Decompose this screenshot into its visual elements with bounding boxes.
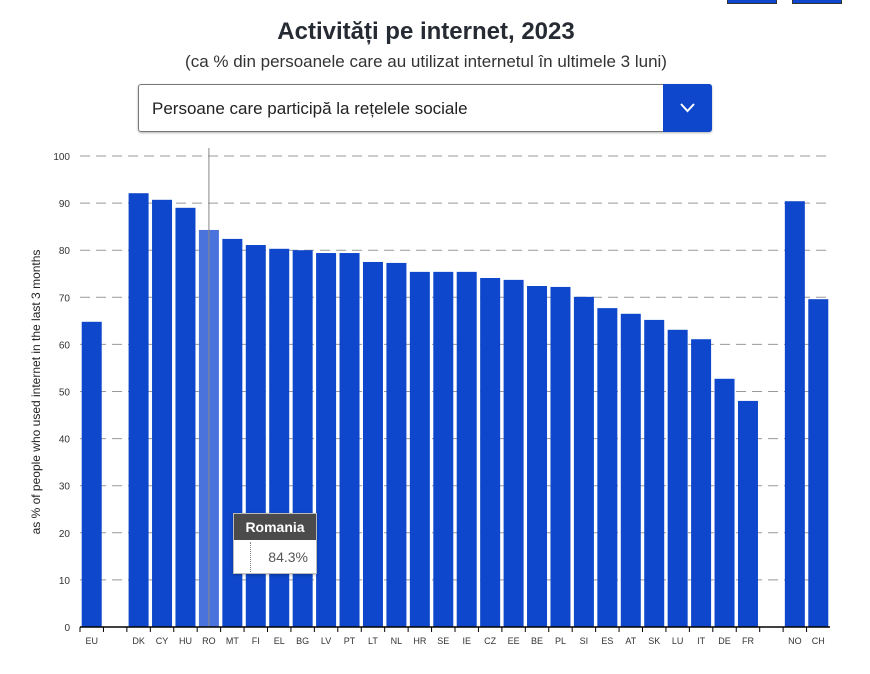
bar-CZ[interactable] (480, 277, 501, 627)
x-tick-label: FR (742, 636, 754, 646)
bar-BE[interactable] (527, 285, 548, 627)
x-tick-label: BE (531, 636, 543, 646)
bar-SK[interactable] (644, 319, 665, 627)
tooltip: Romania 84.3% (233, 513, 317, 574)
x-tick-label: CH (812, 636, 825, 646)
bar-AT[interactable] (620, 313, 641, 627)
bar-DK[interactable] (128, 193, 149, 628)
x-tick-label: AT (625, 636, 636, 646)
y-tick-label: 100 (53, 152, 70, 163)
y-tick-label: 60 (59, 340, 71, 351)
x-tick-label: PL (555, 636, 566, 646)
bar-SE[interactable] (433, 271, 454, 627)
bar-CH[interactable] (808, 299, 829, 627)
x-tick-label: NL (391, 636, 403, 646)
dropdown-toggle-button[interactable] (663, 84, 712, 132)
top-button-2[interactable] (792, 0, 842, 4)
bar-LU[interactable] (667, 329, 688, 627)
dropdown-value: Persoane care participă la rețelele soci… (152, 99, 468, 118)
bar-PT[interactable] (339, 253, 360, 627)
x-tick-label: SE (437, 636, 449, 646)
bar-RO[interactable] (198, 229, 219, 627)
x-tick-label: EL (274, 636, 285, 646)
bar-IE[interactable] (456, 271, 477, 627)
chart-title: Activități pe internet, 2023 (277, 18, 575, 45)
x-tick-label: HR (413, 636, 426, 646)
bar-LT[interactable] (362, 261, 383, 627)
x-tick-label: IT (697, 636, 706, 646)
bar-DE[interactable] (714, 378, 735, 627)
y-tick-label: 10 (59, 576, 71, 587)
y-tick-label: 40 (59, 435, 71, 446)
x-tick-label: HU (179, 636, 192, 646)
chevron-down-icon (680, 103, 695, 113)
bar-ES[interactable] (597, 308, 618, 627)
bar-CY[interactable] (152, 199, 173, 628)
x-tick-label: LT (368, 636, 378, 646)
bar-SI[interactable] (573, 296, 594, 627)
x-tick-label: FI (252, 636, 260, 646)
x-tick-label: RO (202, 636, 216, 646)
x-tick-label: IE (462, 636, 471, 646)
y-tick-label: 70 (59, 293, 71, 304)
x-tick-label: BG (296, 636, 309, 646)
y-tick-label: 50 (59, 388, 71, 399)
x-tick-label: DE (718, 636, 731, 646)
top-button-1[interactable] (727, 0, 777, 4)
tooltip-country: Romania (234, 514, 316, 540)
bar-LV[interactable] (316, 253, 337, 627)
y-axis-label: as % of people who used internet in the … (29, 250, 43, 535)
x-tick-label: NO (788, 636, 802, 646)
x-tick-label: EE (508, 636, 520, 646)
x-tick-label: ES (601, 636, 613, 646)
y-tick-label: 30 (59, 482, 71, 493)
bar-NL[interactable] (386, 262, 407, 627)
bar-EE[interactable] (503, 279, 524, 627)
bar-PL[interactable] (550, 286, 571, 627)
x-tick-label: CZ (484, 636, 496, 646)
bar-FR[interactable] (737, 400, 758, 627)
tooltip-value: 84.3% (268, 549, 308, 565)
bar-HR[interactable] (409, 271, 430, 627)
bar-NO[interactable] (784, 201, 805, 627)
x-tick-label: LU (672, 636, 684, 646)
x-tick-label: SK (648, 636, 660, 646)
x-tick-label: CY (156, 636, 169, 646)
bar-EU[interactable] (81, 321, 102, 627)
x-tick-label: DK (132, 636, 145, 646)
x-tick-label: LV (321, 636, 331, 646)
bar-HU[interactable] (175, 207, 196, 627)
indicator-dropdown[interactable]: Persoane care participă la rețelele soci… (138, 84, 712, 132)
chart-subtitle: (ca % din persoanele care au utilizat in… (185, 52, 667, 71)
y-tick-label: 20 (59, 529, 71, 540)
bar-IT[interactable] (691, 339, 712, 627)
y-tick-label: 80 (59, 246, 71, 257)
y-tick-label: 0 (64, 623, 70, 634)
x-tick-label: SI (580, 636, 589, 646)
x-tick-label: MT (226, 636, 239, 646)
x-tick-label: EU (85, 636, 98, 646)
x-tick-label: PT (344, 636, 356, 646)
y-tick-label: 90 (59, 199, 71, 210)
